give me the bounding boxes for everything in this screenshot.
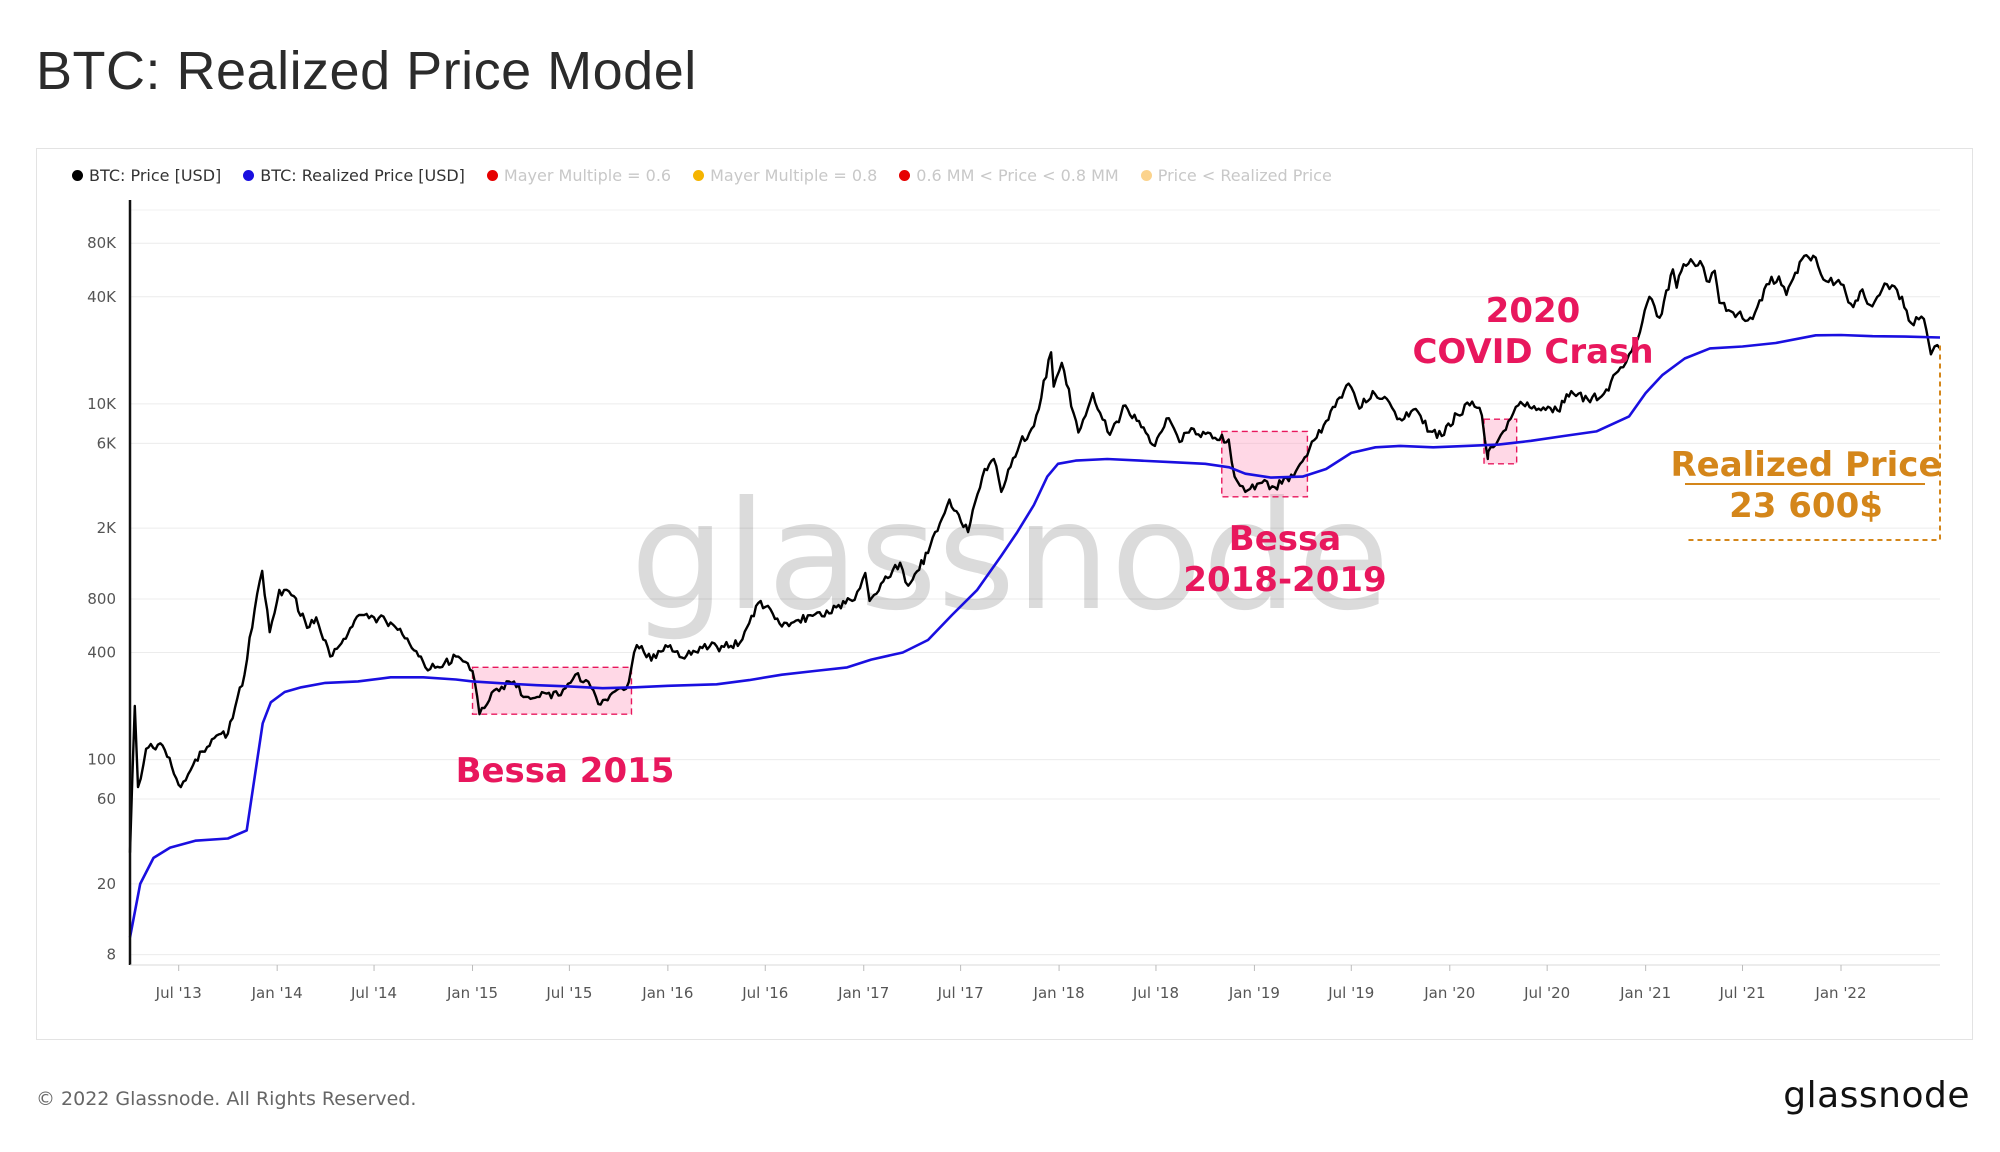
realized-price-series-line [128, 333, 1941, 938]
y-tick-label: 20 [97, 875, 116, 893]
watermark-text: glassnode [630, 470, 1389, 644]
price-series-line [128, 254, 1941, 853]
legend-label-price: BTC: Price [USD] [89, 165, 222, 185]
legend-dot-mm-band [899, 169, 911, 181]
x-tick-label: Jul '19 [1327, 984, 1374, 1002]
bessa-2015-box [471, 666, 633, 715]
y-tick-label: 100 [87, 751, 116, 769]
x-tick-label: Jul '18 [1132, 984, 1179, 1002]
y-tick-label: 800 [87, 590, 116, 608]
legend-label-mayer-08: Mayer Multiple = 0.8 [710, 165, 878, 185]
y-tick-label: 8 [106, 946, 116, 964]
covid-crash-label: COVID Crash [1412, 332, 1653, 372]
x-tick-label: Jul '21 [1718, 984, 1765, 1002]
y-tick-label: 400 [87, 643, 116, 661]
legend-label-mayer-06: Mayer Multiple = 0.6 [503, 165, 672, 185]
footer-copyright: © 2022 Glassnode. All Rights Reserved. [36, 1088, 417, 1110]
bessa-2015-label: Bessa 2015 [456, 751, 675, 791]
y-tick-label: 60 [97, 790, 116, 808]
legend-item-mayer-08[interactable]: Mayer Multiple = 0.8 [693, 166, 877, 185]
legend-item-realized-price[interactable]: BTC: Realized Price [USD] [243, 166, 465, 185]
x-tick-label: Jul '15 [545, 984, 592, 1002]
y-tick-label: 80K [87, 234, 117, 252]
y-tick-label: 40K [87, 288, 117, 306]
y-tick-label: 2K [97, 519, 118, 537]
legend-dot-mayer-06 [486, 169, 498, 181]
bessa-2018-2019-label: 2018-2019 [1183, 560, 1386, 600]
y-tick-label: 6K [97, 434, 118, 452]
axis-layer: 8 20 60 100 400 800 2K 6K 10K 40K 80K Jul '13 Jan '1… [87, 200, 1940, 1002]
legend-dot-price [72, 169, 83, 181]
legend-label-mm-band: 0.6 MM < Price < 0.8 MM [916, 165, 1119, 185]
legend-dot-below-realized [1140, 169, 1152, 181]
bessa-2018-2019-box [1221, 430, 1309, 498]
legend-item-below-realized[interactable]: Price < Realized Price [1140, 165, 1332, 185]
legend-item-price[interactable]: BTC: Price [USD] [72, 166, 221, 185]
chart-legend: BTC: Price [USD] BTC: Realized Price [US… [72, 163, 1332, 187]
covid-crash-label: 2020 [1486, 291, 1581, 331]
x-tick-label: Jan '15 [446, 984, 498, 1002]
legend-label-realized-price: BTC: Realized Price [USD] [260, 165, 465, 185]
x-tick-label: Jan '18 [1033, 984, 1085, 1002]
x-tick-label: Jul '20 [1523, 984, 1570, 1002]
legend-item-mayer-06[interactable]: Mayer Multiple = 0.6 [486, 165, 672, 185]
x-tick-label: Jul '14 [350, 984, 397, 1002]
page-title: BTC: Realized Price Model [36, 41, 697, 101]
x-tick-label: Jan '20 [1423, 984, 1475, 1002]
x-tick-label: Jul '17 [937, 984, 984, 1002]
footer-logo[interactable]: glassnode [1783, 1075, 1970, 1116]
legend-label-below-realized: Price < Realized Price [1157, 165, 1332, 185]
x-tick-label: Jan '22 [1814, 984, 1866, 1002]
realized-price-label: 23 600$ [1729, 486, 1883, 526]
y-tick-label: 10K [87, 395, 117, 413]
realized-price-bracket [1685, 345, 1941, 541]
series-layer [128, 254, 1941, 938]
x-tick-label: Jan '14 [251, 984, 303, 1002]
legend-dot-realized-price [243, 169, 255, 181]
legend-dot-mayer-08 [693, 169, 705, 181]
realized-price-label: Realized Price [1670, 445, 1941, 485]
x-tick-label: Jan '19 [1228, 984, 1280, 1002]
bessa-2018-2019-label: Bessa [1229, 519, 1341, 559]
x-tick-label: Jan '16 [641, 984, 693, 1002]
x-tick-label: Jan '21 [1619, 984, 1671, 1002]
legend-item-mm-band[interactable]: 0.6 MM < Price < 0.8 MM [899, 165, 1119, 185]
grid-layer [130, 209, 1940, 956]
x-tick-label: Jan '17 [837, 984, 889, 1002]
x-tick-label: Jul '13 [155, 984, 202, 1002]
x-tick-label: Jul '16 [741, 984, 788, 1002]
